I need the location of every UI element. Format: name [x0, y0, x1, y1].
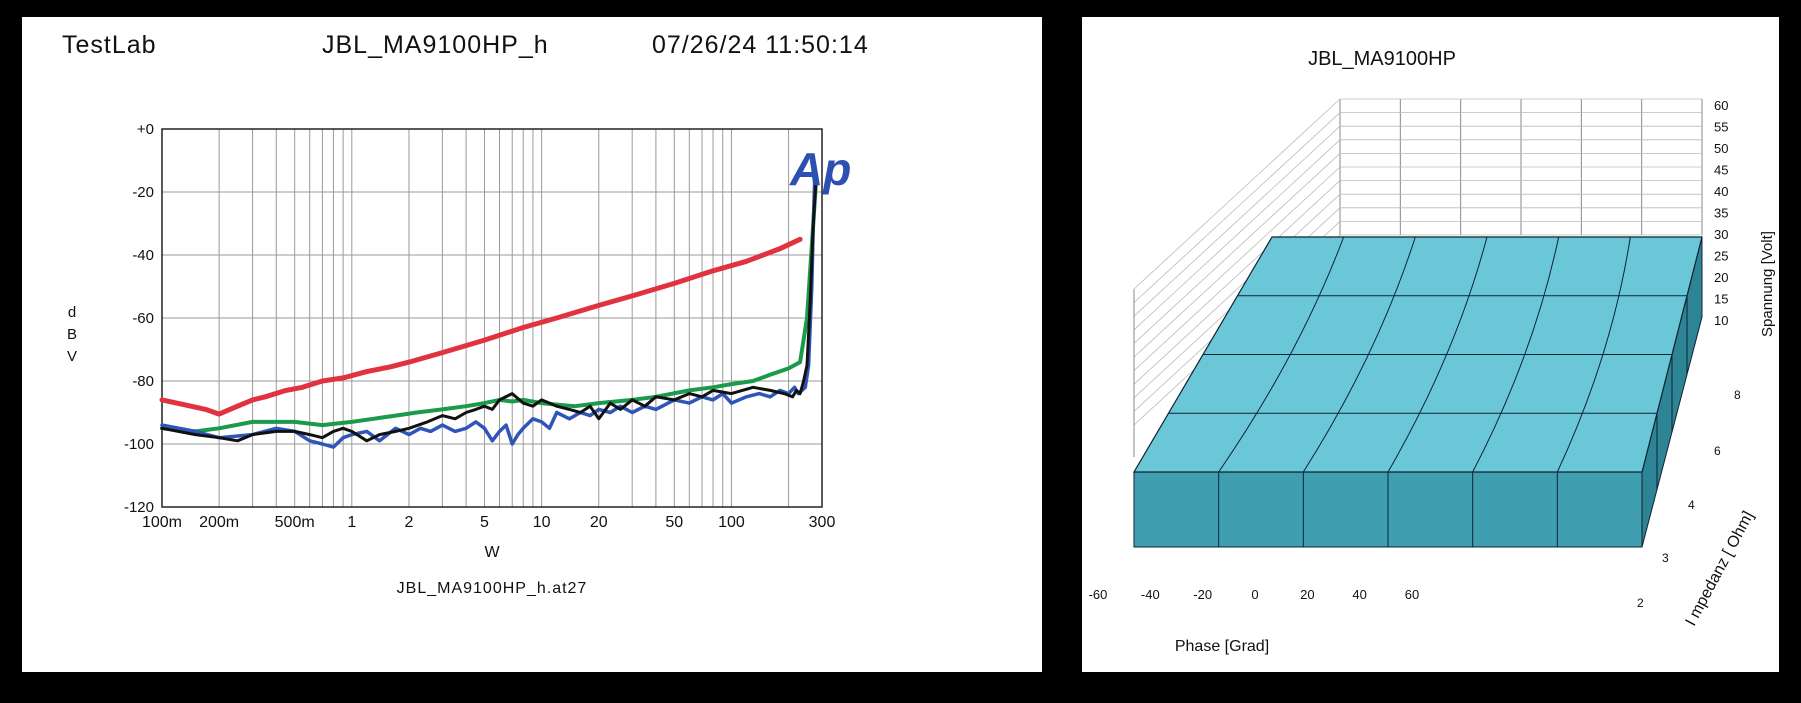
z-tick-label: 40 — [1714, 184, 1728, 199]
ap-logo: Ap — [789, 143, 851, 195]
top-grid-col — [1387, 236, 1488, 473]
x-tick-label: 300 — [809, 514, 836, 531]
x-tick-label: -40 — [1141, 587, 1160, 602]
z-tick-label: 50 — [1714, 141, 1728, 156]
z-tick-label: 25 — [1714, 249, 1728, 264]
x-tick-label: -60 — [1089, 587, 1108, 602]
footer-filename: JBL_MA9100HP_h.at27 — [397, 580, 588, 597]
y-tick-label: 6 — [1714, 444, 1721, 458]
side-wall-line — [1133, 125, 1341, 317]
z-tick-label: 10 — [1714, 313, 1728, 328]
y-axis-label: B — [67, 326, 77, 343]
z-tick-label: 15 — [1714, 292, 1728, 307]
x-tick-label: 500m — [275, 514, 315, 531]
side-wall-line — [1133, 98, 1341, 290]
y-tick-label: 3 — [1662, 551, 1669, 565]
side-wall-line — [1133, 166, 1341, 358]
x-axis-label: W — [484, 544, 500, 561]
side-wall-line — [1133, 193, 1341, 385]
plot-frame — [161, 128, 823, 508]
x-tick-label: 100m — [142, 514, 182, 531]
y-axis-label: d — [68, 304, 76, 321]
y-axis-label: V — [67, 348, 77, 365]
x-tick-label: -20 — [1193, 587, 1212, 602]
y-tick-label: +0 — [137, 121, 154, 138]
x-tick-label: 20 — [1300, 587, 1314, 602]
header-left: TestLab — [62, 31, 157, 59]
y-tick-label: 2 — [1637, 596, 1644, 610]
y-tick-label: 4 — [1688, 498, 1695, 512]
x-tick-label: 0 — [1251, 587, 1258, 602]
y-tick-label: -120 — [124, 499, 154, 516]
z-tick-label: 45 — [1714, 163, 1728, 178]
y-tick-label: -60 — [132, 310, 154, 327]
header-right: 07/26/24 11:50:14 — [652, 31, 869, 59]
side-wall-line — [1133, 153, 1341, 344]
y-tick-label: 8 — [1734, 388, 1741, 402]
z-axis-label: Spannung [Volt] — [1759, 231, 1776, 337]
y-tick-label: -40 — [132, 247, 154, 264]
x-tick-label: 200m — [199, 514, 239, 531]
series-line-2 — [160, 174, 817, 449]
top-grid-col — [1472, 236, 1560, 473]
x-tick-label: 5 — [480, 514, 489, 531]
left-chart-panel: TestLab JBL_MA9100HP_h 07/26/24 11:50:14… — [22, 17, 1042, 672]
x-tick-label: 20 — [590, 514, 608, 531]
header-center: JBL_MA9100HP_h — [322, 31, 549, 59]
y-tick-label: -80 — [132, 373, 154, 390]
series-line-1 — [160, 174, 819, 434]
x-tick-label: 60 — [1405, 587, 1419, 602]
surface-title: JBL_MA9100HP — [1308, 48, 1456, 70]
x-axis-label: Phase [Grad] — [1175, 638, 1269, 655]
z-tick-label: 20 — [1714, 270, 1728, 285]
side-wall-line — [1133, 139, 1341, 331]
x-tick-label: 1 — [347, 514, 356, 531]
y-tick-label: -100 — [124, 436, 154, 453]
x-tick-label: 2 — [404, 514, 413, 531]
series-line-3 — [160, 174, 818, 443]
z-tick-label: 35 — [1714, 206, 1728, 221]
y-tick-label: -20 — [132, 184, 154, 201]
z-tick-label: 30 — [1714, 227, 1728, 242]
x-tick-label: 10 — [533, 514, 551, 531]
right-chart-panel: JBL_MA9100HP 60 55 50 45 40 35 30 25 20 15 10 Spannu… — [1082, 17, 1779, 672]
side-wall-line — [1133, 112, 1341, 303]
top-grid-col — [1302, 236, 1416, 473]
x-tick-label: 50 — [665, 514, 683, 531]
z-tick-label: 55 — [1714, 120, 1728, 135]
x-tick-label: 40 — [1352, 587, 1366, 602]
z-tick-label: 60 — [1714, 98, 1728, 113]
top-grid-col — [1556, 236, 1631, 473]
side-wall-line — [1133, 180, 1341, 371]
y-axis-label: I mpedanz [ Ohm] — [1683, 509, 1758, 629]
series-line-0 — [159, 236, 803, 417]
top-grid-col — [1218, 236, 1345, 473]
x-tick-label: 100 — [718, 514, 745, 531]
